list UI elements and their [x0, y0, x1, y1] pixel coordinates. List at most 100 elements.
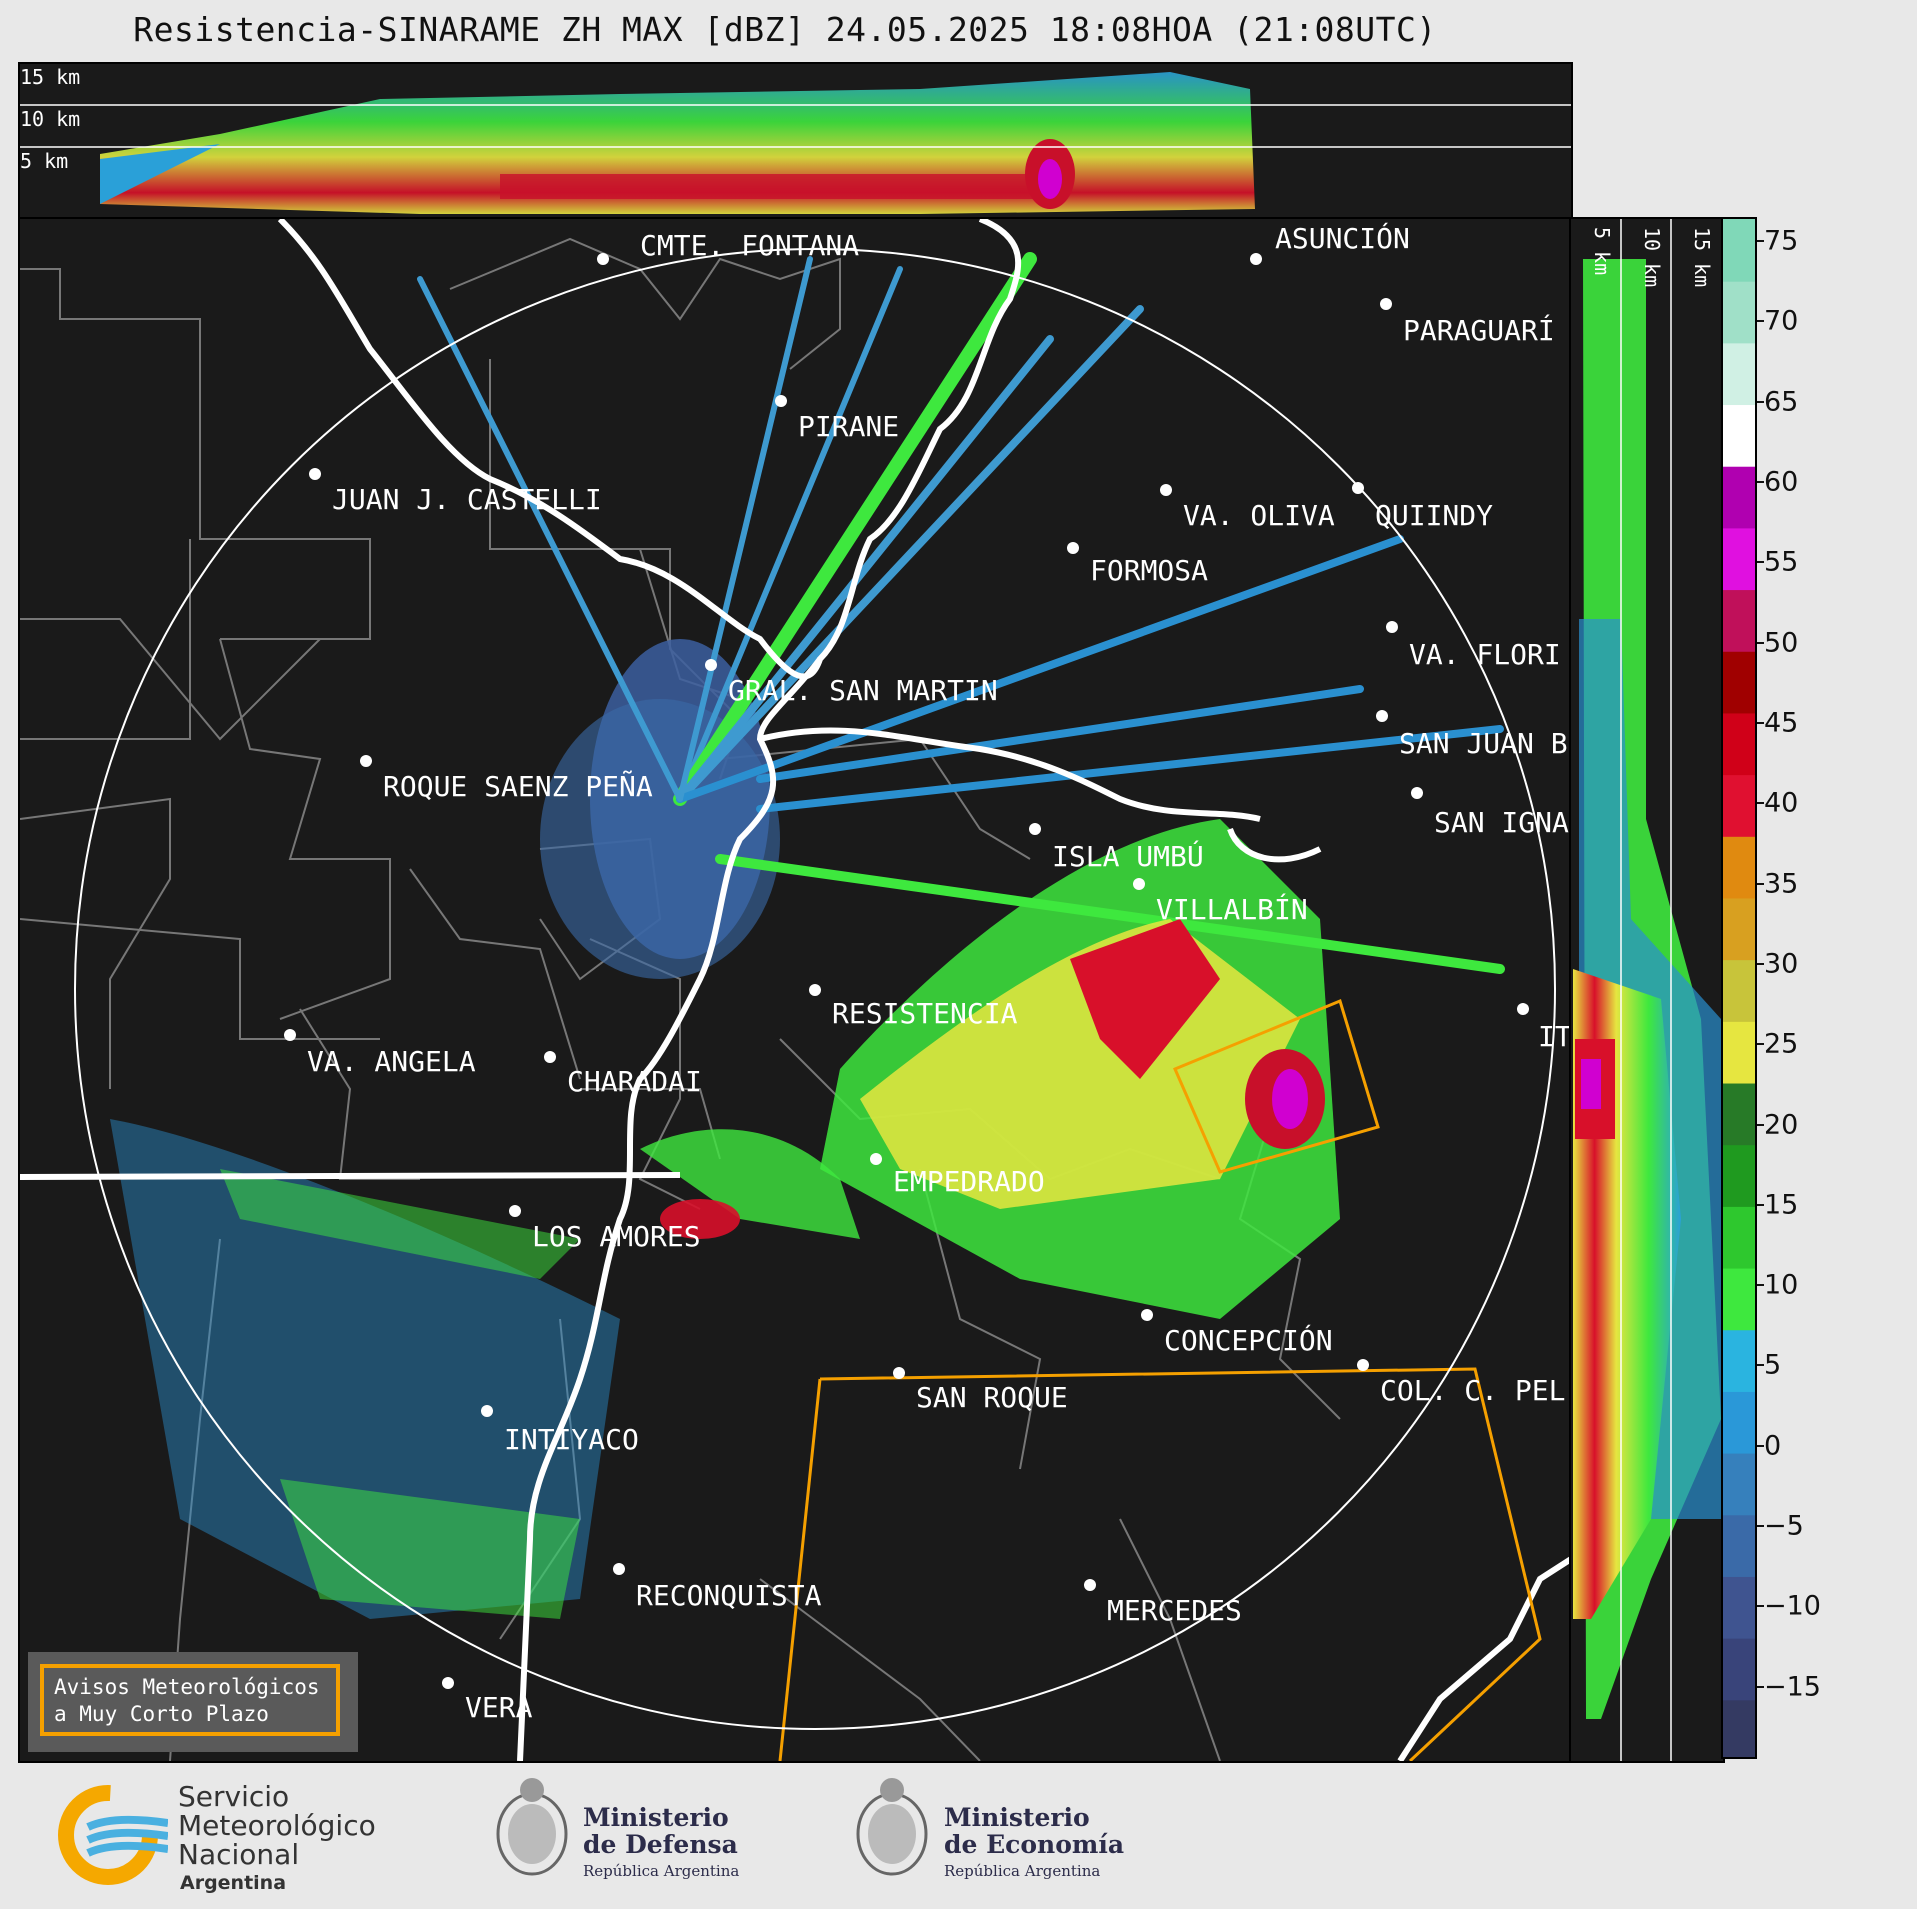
colorbar-tick-label: 30 — [1764, 948, 1799, 980]
colorbar-band — [1723, 835, 1755, 899]
city-marker — [893, 1367, 905, 1379]
colorbar-tick — [1757, 1043, 1764, 1046]
radar-map[interactable]: CMTE. FONTANA ASUNCIÓN PARAGUARÍ PIRANE JUAN… — [18, 217, 1573, 1763]
city-label: VERA — [465, 1691, 533, 1724]
city-marker — [1133, 878, 1145, 890]
city-label: SAN JUAN B — [1399, 727, 1568, 760]
city-marker — [775, 395, 787, 407]
height-label-10km: 10 km — [20, 107, 80, 131]
city-marker — [1517, 1003, 1529, 1015]
city-marker — [481, 1405, 493, 1417]
side-height-label-10km: 10 km — [1640, 227, 1664, 287]
economia-seal-icon — [856, 1778, 928, 1876]
colorbar-tick — [1757, 962, 1764, 965]
colorbar-tick-label: 0 — [1764, 1430, 1782, 1462]
warnings-legend-frame: Avisos Meteorológicos a Muy Corto Plazo — [40, 1664, 340, 1736]
colorbar-tick-label: −15 — [1764, 1671, 1821, 1703]
colorbar-tick-label: 70 — [1764, 305, 1799, 337]
colorbar-band — [1723, 1699, 1755, 1757]
legend-line-1: Avisos Meteorológicos — [54, 1675, 320, 1699]
city-label: QUIINDY — [1375, 499, 1493, 532]
colorbar-tick-label: −10 — [1764, 1590, 1821, 1622]
colorbar-tick — [1757, 641, 1764, 644]
colorbar-tick-label: 75 — [1764, 225, 1799, 257]
city-label: RESISTENCIA — [832, 997, 1018, 1030]
colorbar-tick — [1757, 561, 1764, 564]
colorbar-band — [1723, 342, 1755, 406]
colorbar-band — [1723, 1205, 1755, 1269]
colorbar-tick — [1757, 240, 1764, 243]
colorbar-band — [1723, 1575, 1755, 1639]
city-label: LOS AMORES — [532, 1220, 701, 1253]
colorbar-band — [1723, 527, 1755, 591]
legend-line-2: a Muy Corto Plazo — [54, 1702, 269, 1726]
warnings-legend: Avisos Meteorológicos a Muy Corto Plazo — [28, 1652, 358, 1752]
city-label: RECONQUISTA — [636, 1579, 822, 1612]
city-label: MERCEDES — [1107, 1594, 1242, 1627]
colorbar-tick — [1757, 320, 1764, 323]
colorbar-tick — [1757, 400, 1764, 403]
city-marker — [509, 1205, 521, 1217]
colorbar-tick-label: 45 — [1764, 707, 1799, 739]
map-title: Resistencia-SINARAME ZH MAX [dBZ] 24.05.… — [133, 10, 1437, 49]
city-marker — [1141, 1309, 1153, 1321]
city-marker — [1380, 298, 1392, 310]
city-marker — [1376, 710, 1388, 722]
city-marker — [1067, 542, 1079, 554]
city-marker — [613, 1563, 625, 1575]
city-marker — [284, 1029, 296, 1041]
range-ring — [74, 248, 1556, 1730]
city-marker — [1386, 621, 1398, 633]
colorbar-band — [1723, 1020, 1755, 1084]
city-label: CONCEPCIÓN — [1164, 1323, 1333, 1357]
colorbar-tick — [1757, 1123, 1764, 1126]
colorbar-tick-label: 60 — [1764, 466, 1799, 498]
city-marker — [309, 468, 321, 480]
rivers-borders — [20, 219, 1571, 1761]
colorbar-band — [1723, 1390, 1755, 1454]
colorbar-tick-label: 65 — [1764, 386, 1799, 418]
city-label: COL. C. PEL — [1380, 1374, 1565, 1407]
city-label: CMTE. FONTANA — [640, 229, 859, 262]
city-label: GRAL. SAN MARTIN — [728, 674, 998, 707]
city-marker — [1411, 787, 1423, 799]
height-label-15km: 15 km — [20, 65, 80, 89]
colorbar-tick — [1757, 1685, 1764, 1688]
city-marker — [809, 984, 821, 996]
city-marker — [705, 659, 717, 671]
defensa-name: Ministerio de Defensa República Argentin… — [583, 1803, 740, 1880]
city-marker — [870, 1153, 882, 1165]
colorbar-band — [1723, 1082, 1755, 1146]
warning-polygons[interactable] — [778, 998, 1542, 1761]
colorbar-tick-label: 25 — [1764, 1028, 1799, 1060]
colorbar-tick-label: 35 — [1764, 868, 1799, 900]
colorbar-tick — [1757, 1364, 1764, 1367]
city-marker — [1084, 1579, 1096, 1591]
economia-name: Ministerio de Economía República Argenti… — [944, 1803, 1125, 1880]
colorbar-band — [1723, 280, 1755, 344]
colorbar-tick — [1757, 1284, 1764, 1287]
colorbar-band — [1723, 219, 1755, 282]
dbz-colorbar — [1721, 217, 1757, 1759]
colorbar-tick — [1757, 1444, 1764, 1447]
side-height-label-15km: 15 km — [1690, 227, 1714, 287]
colorbar-band — [1723, 1514, 1755, 1577]
colorbar-band — [1723, 959, 1755, 1022]
smn-logo-icon — [58, 1785, 168, 1885]
colorbar-tick-label: 20 — [1764, 1109, 1799, 1141]
colorbar-band — [1723, 1267, 1755, 1331]
city-label: VA. ANGELA — [307, 1045, 476, 1078]
colorbar-tick — [1757, 1525, 1764, 1528]
colorbar-tick-label: 50 — [1764, 627, 1799, 659]
colorbar-band — [1723, 404, 1755, 467]
colorbar-tick — [1757, 1203, 1764, 1206]
colorbar-tick-label: 5 — [1764, 1349, 1782, 1381]
city-label: EMPEDRADO — [893, 1165, 1045, 1198]
city-label: VILLALBÍN — [1156, 892, 1308, 926]
city-marker — [1250, 253, 1262, 265]
city-label: ASUNCIÓN — [1275, 221, 1410, 255]
city-label: CHARADAI — [567, 1065, 702, 1098]
city-label: SAN ROQUE — [916, 1381, 1068, 1414]
city-label: JUAN J. CASTELLI — [332, 483, 602, 516]
side-height-label-5km: 5 km — [1590, 227, 1614, 275]
